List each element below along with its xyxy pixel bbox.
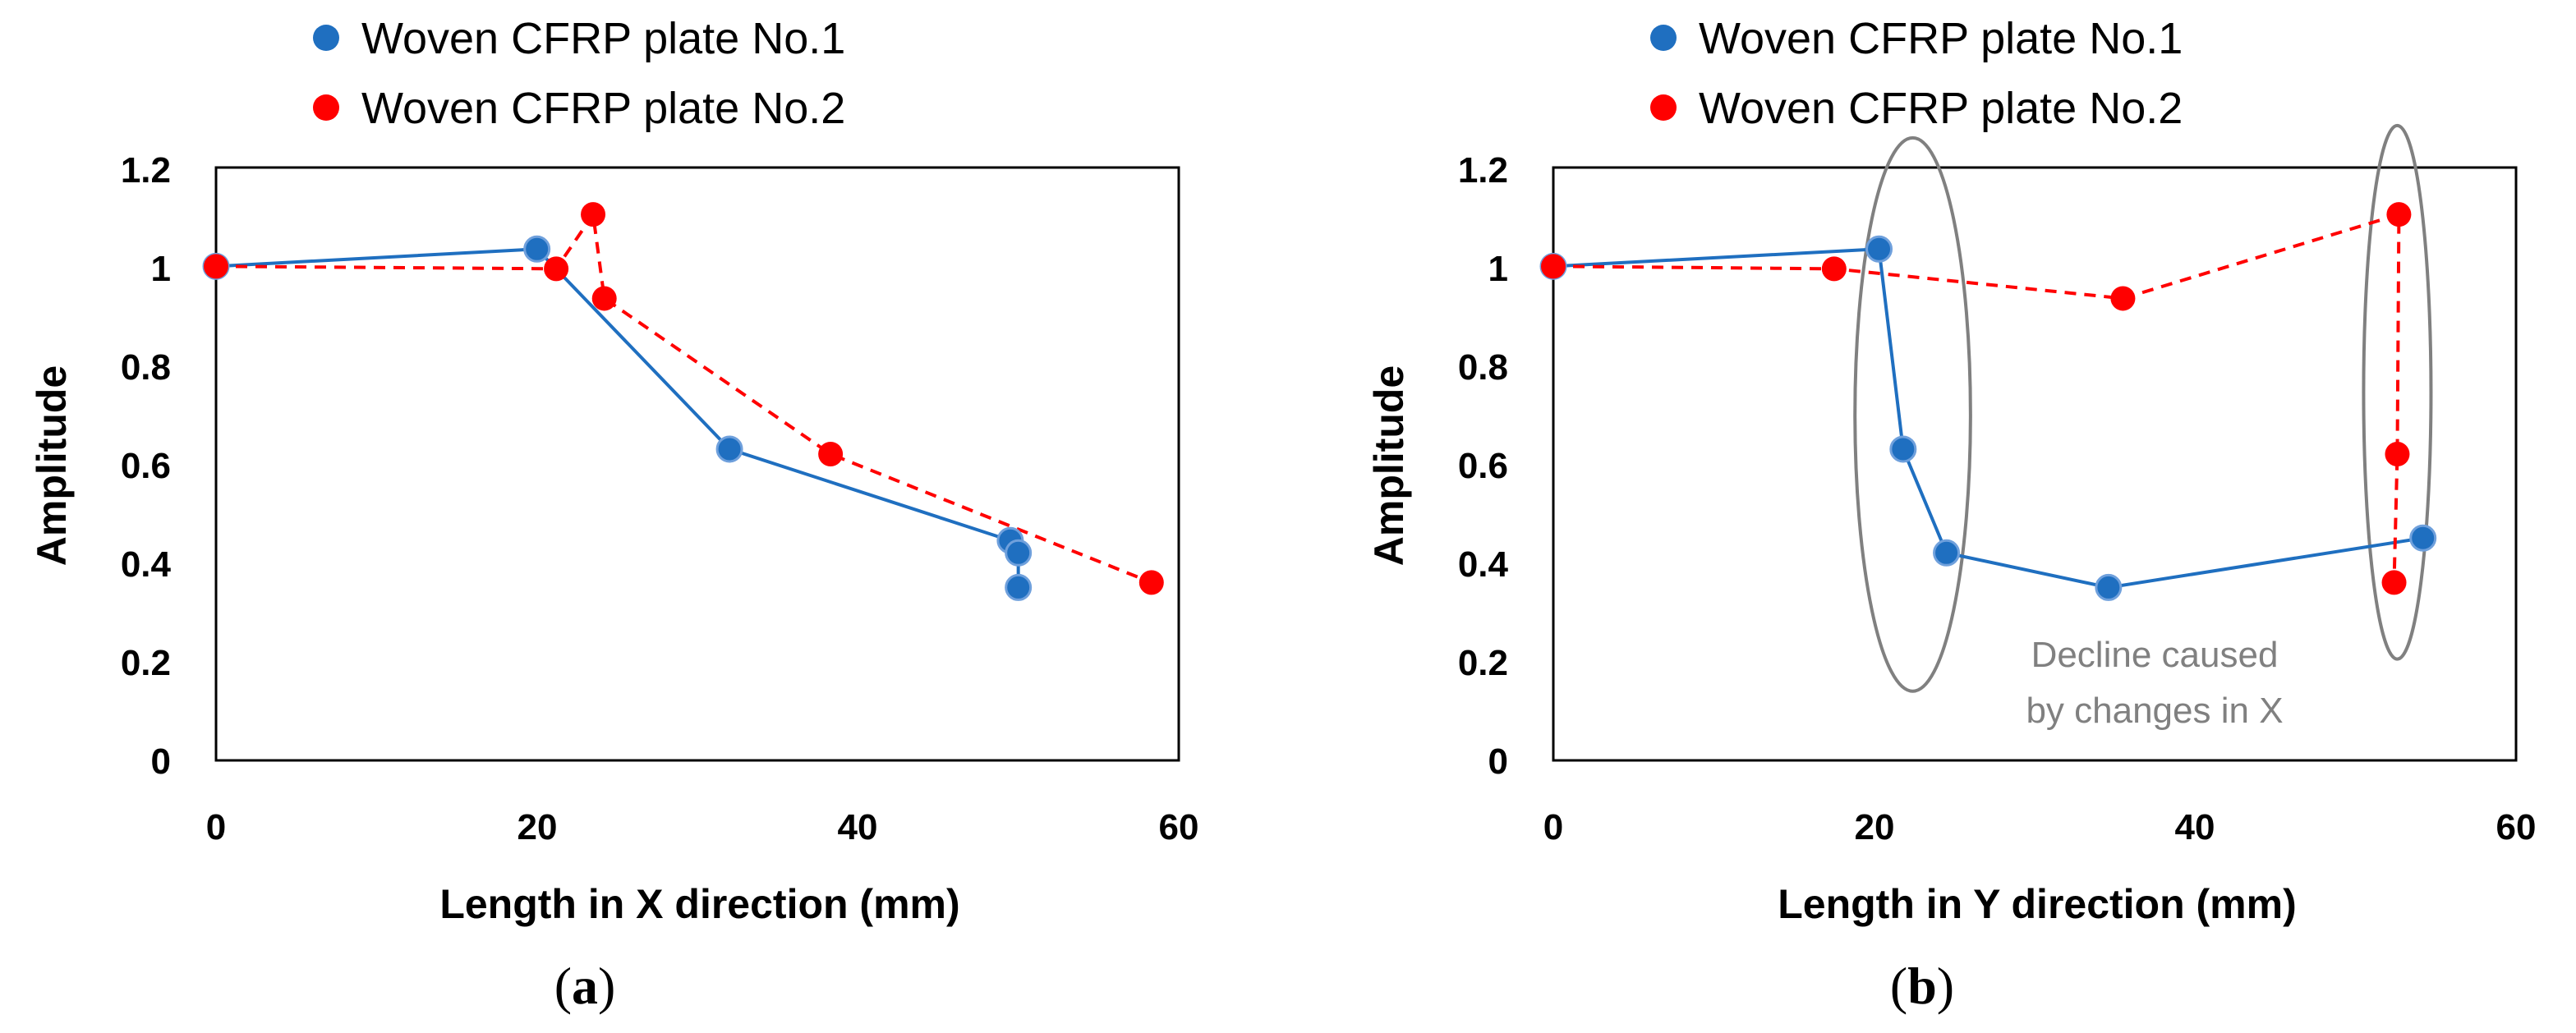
y-tick-labels-b: 0 0.2 0.4 0.6 0.8 1 1.2 [1458, 150, 1509, 782]
data-point-series2-a [591, 286, 617, 311]
data-point-series1-b [1865, 235, 1893, 263]
legend-marker-series2-b [1650, 94, 1677, 121]
series-line-1-a [215, 247, 1020, 588]
plot-area-b [1552, 166, 2518, 762]
data-point-series2-a [544, 256, 569, 282]
annotation-ellipse-2 [2362, 123, 2433, 661]
y-tick-label: 1 [1488, 249, 1508, 289]
data-point-series2-b [2385, 441, 2410, 466]
y-tick-label: 1 [151, 249, 171, 289]
x-tick-label: 40 [838, 807, 878, 847]
data-point-series2-a [818, 441, 844, 466]
x-tick-label: 0 [1543, 807, 1563, 847]
annotation-text: Decline caused by changes in X [2026, 635, 2283, 731]
panel-label-b: (b) [1890, 957, 1954, 1015]
chart-panel-a: Woven CFRP plate No.1 Woven CFRP plate N… [29, 14, 1198, 1015]
legend-label-series2-a: Woven CFRP plate No.2 [361, 84, 845, 133]
plot-area-a [214, 166, 1180, 762]
y-tick-label: 1.2 [1458, 150, 1508, 191]
y-tick-label: 0.2 [121, 643, 171, 683]
annotation-line-1: Decline caused [2031, 635, 2279, 675]
y-tick-label: 0 [151, 741, 171, 782]
y-tick-label: 0.2 [1458, 643, 1508, 683]
legend-b: Woven CFRP plate No.1 Woven CFRP plate N… [1650, 14, 2183, 133]
y-axis-title-b: Amplitude [1366, 365, 1412, 566]
legend-marker-series1-a [313, 25, 339, 51]
y-tick-label: 0 [1488, 741, 1508, 782]
svg-text:(b): (b) [1890, 957, 1954, 1015]
series-line-2-b [1552, 212, 2401, 583]
panel-letter-b: b [1907, 957, 1937, 1015]
data-point-series1-a [715, 435, 743, 463]
x-axis-title-b: Length in Y direction (mm) [1778, 881, 2297, 927]
data-point-series1-b [1933, 539, 1961, 567]
series-line-1-b [1552, 247, 2424, 590]
data-point-series2-b [1541, 254, 1566, 279]
x-tick-label: 20 [1855, 807, 1895, 847]
x-axis-title-a: Length in X direction (mm) [439, 881, 959, 927]
data-point-series2-b [2381, 570, 2407, 595]
y-tick-label: 0.6 [121, 446, 171, 486]
data-point-series1-b [2409, 524, 2437, 552]
legend-marker-series1-b [1650, 25, 1677, 51]
data-point-series2-b [1821, 256, 1847, 282]
series-line-2-a [215, 209, 1152, 585]
x-tick-label: 40 [2175, 807, 2215, 847]
annotation-line-2: by changes in X [2026, 691, 2283, 731]
annotation-ellipse-1 [1853, 135, 1972, 693]
y-tick-label: 0.6 [1458, 446, 1508, 486]
panel-label-a: (a) [554, 957, 616, 1015]
legend-marker-series2-a [313, 94, 339, 121]
x-tick-label: 60 [2496, 807, 2537, 847]
data-point-series1-b [2095, 573, 2123, 601]
data-point-series1-b [1889, 435, 1917, 463]
svg-text:(a): (a) [554, 957, 616, 1015]
data-point-series1-a [523, 235, 551, 263]
y-tick-label: 0.8 [1458, 347, 1508, 388]
y-tick-label: 0.8 [121, 347, 171, 388]
data-point-series2-a [204, 254, 228, 279]
legend-a: Woven CFRP plate No.1 Woven CFRP plate N… [313, 14, 845, 133]
plot-content-a [202, 202, 1164, 601]
y-tick-label: 0.4 [1458, 544, 1509, 585]
legend-label-series1-b: Woven CFRP plate No.1 [1699, 14, 2183, 63]
x-tick-labels-a: 0 20 40 60 [206, 807, 1199, 847]
data-point-series2-b [2110, 286, 2136, 311]
data-point-series2-a [581, 202, 606, 227]
data-point-series2-a [1138, 570, 1164, 595]
x-tick-labels-b: 0 20 40 60 [1543, 807, 2537, 847]
data-point-series1-a [1005, 573, 1033, 601]
x-tick-label: 60 [1159, 807, 1199, 847]
chart-panel-b: Woven CFRP plate No.1 Woven CFRP plate N… [1366, 14, 2536, 1015]
panel-letter-a: a [572, 957, 598, 1015]
data-point-series1-a [1005, 539, 1033, 567]
y-tick-labels-a: 0 0.2 0.4 0.6 0.8 1 1.2 [121, 150, 172, 782]
y-axis-title-a: Amplitude [29, 365, 75, 566]
legend-label-series1-a: Woven CFRP plate No.1 [361, 14, 845, 63]
legend-label-series2-b: Woven CFRP plate No.2 [1699, 84, 2183, 133]
x-tick-label: 20 [518, 807, 558, 847]
x-tick-label: 0 [206, 807, 226, 847]
data-point-series2-b [2386, 202, 2412, 227]
plot-content-b [1539, 123, 2437, 693]
y-tick-label: 0.4 [121, 544, 172, 585]
y-tick-label: 1.2 [121, 150, 171, 191]
